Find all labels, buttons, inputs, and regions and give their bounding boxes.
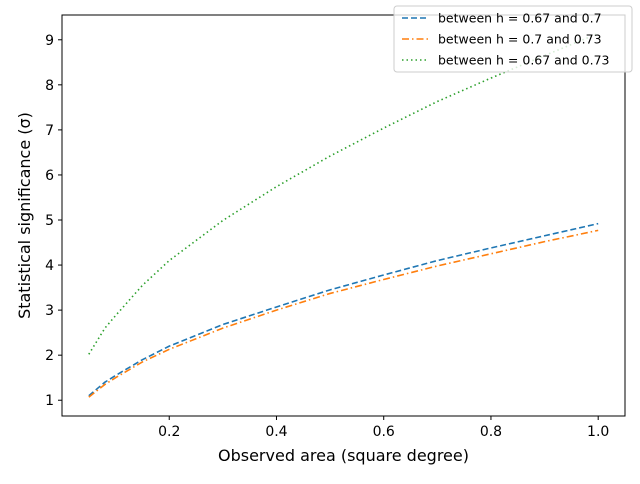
y-tick-label: 2 xyxy=(45,348,54,364)
legend-box xyxy=(393,5,633,73)
y-tick-label: 8 xyxy=(45,78,54,94)
series-line-2 xyxy=(88,229,599,398)
series-line-1 xyxy=(88,222,599,397)
x-tick-label: 1.0 xyxy=(587,424,609,440)
y-tick-label: 5 xyxy=(45,213,54,229)
y-tick-label: 4 xyxy=(45,258,54,274)
y-tick-label: 3 xyxy=(45,303,54,319)
legend: between h = 0.67 and 0.7 between h = 0.7 … xyxy=(393,5,633,73)
y-tick-label: 9 xyxy=(45,33,54,49)
y-axis-label: Statistical significance (σ) xyxy=(15,112,34,319)
x-tick-label: 0.4 xyxy=(265,424,287,440)
x-tick-label: 0.2 xyxy=(158,424,180,440)
y-tick-label: 6 xyxy=(45,168,54,184)
legend-label-2: between h = 0.7 and 0.73 xyxy=(438,32,602,47)
plot-frame xyxy=(61,14,626,417)
legend-label-1: between h = 0.67 and 0.7 xyxy=(438,11,602,26)
y-tick-label: 1 xyxy=(45,393,54,409)
x-tick-label: 0.6 xyxy=(373,424,395,440)
x-axis-label: Observed area (square degree) xyxy=(218,446,469,465)
legend-label-3: between h = 0.67 and 0.73 xyxy=(438,53,610,68)
x-tick-label: 0.8 xyxy=(480,424,502,440)
y-tick-label: 7 xyxy=(45,123,54,139)
series-line-3 xyxy=(88,32,599,355)
